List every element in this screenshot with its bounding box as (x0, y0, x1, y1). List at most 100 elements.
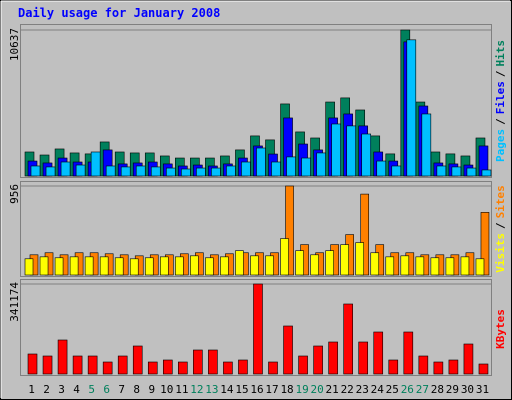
bar (481, 169, 492, 177)
bar (343, 303, 353, 375)
x-tick-label: 10 (160, 383, 173, 396)
x-tick-label: 27 (416, 383, 429, 396)
x-tick-label: 5 (88, 383, 95, 396)
bar (196, 167, 206, 177)
bar (238, 359, 248, 375)
bar (72, 355, 83, 375)
x-tick-label: 15 (235, 383, 248, 396)
bar (211, 167, 221, 177)
x-tick-label: 24 (371, 383, 385, 396)
bar (190, 255, 199, 276)
x-tick-label: 9 (148, 383, 155, 396)
bar (316, 152, 326, 177)
bar (301, 157, 311, 177)
bar (132, 345, 143, 375)
bar (256, 147, 266, 177)
bar (265, 255, 274, 276)
bar (298, 355, 308, 375)
bar (268, 361, 278, 375)
bar (406, 39, 417, 177)
bar (478, 363, 489, 375)
bar (45, 166, 56, 177)
x-tick-label: 2 (43, 383, 50, 396)
x-tick-label: 1 (28, 383, 35, 396)
legend: Visits / Sites (494, 185, 507, 273)
bar (253, 283, 263, 375)
legend-entry: Pages (494, 129, 507, 162)
bar (433, 361, 444, 375)
bar (280, 238, 289, 276)
bar (178, 361, 188, 375)
bar (24, 258, 34, 276)
y-tick-label: 956 (8, 184, 21, 204)
bar (162, 359, 173, 375)
x-tick-label: 25 (386, 383, 399, 396)
bar (385, 256, 395, 276)
bar (403, 331, 414, 375)
bar (144, 257, 154, 276)
bar (114, 257, 124, 276)
x-tick-label: 30 (461, 383, 474, 396)
x-tick-label: 19 (295, 383, 308, 396)
bar (75, 164, 86, 177)
legend-entry: Hits (494, 40, 507, 67)
bar (102, 361, 113, 375)
bar (285, 185, 294, 276)
bar (373, 331, 384, 375)
bar (226, 165, 236, 177)
x-tick-label: 3 (58, 383, 65, 396)
bar (286, 156, 296, 177)
bar (175, 256, 184, 276)
bar (325, 250, 334, 276)
bar (54, 257, 64, 276)
bar (30, 165, 41, 177)
bar (360, 193, 370, 276)
x-tick-label: 29 (446, 383, 459, 396)
x-tick-label: 31 (476, 383, 489, 396)
bar (313, 345, 323, 375)
bar (250, 255, 259, 276)
bar (283, 325, 293, 375)
legend-entry: KBytes (494, 309, 507, 349)
x-tick-label: 11 (175, 383, 188, 396)
x-tick-label: 20 (311, 383, 324, 396)
x-tick-label: 17 (265, 383, 278, 396)
bar (475, 258, 485, 276)
bar (370, 252, 380, 276)
bar (310, 254, 319, 276)
bar (57, 339, 68, 375)
bar (241, 161, 251, 177)
x-tick-label: 13 (205, 383, 218, 396)
legend-entry: Sites (494, 185, 507, 218)
x-tick-label: 22 (341, 383, 354, 396)
x-tick-label: 12 (190, 383, 203, 396)
bar (391, 165, 402, 177)
bar (165, 167, 176, 177)
x-tick-label: 4 (73, 383, 80, 396)
bar (340, 244, 349, 276)
bar (84, 256, 94, 276)
bar (208, 349, 218, 375)
bar (460, 256, 470, 276)
bar (105, 165, 116, 177)
bar (400, 255, 410, 276)
bar (42, 355, 53, 375)
y-tick-label: 341174 (8, 282, 21, 322)
bar (480, 212, 490, 276)
bar (90, 151, 101, 177)
bar (418, 355, 429, 375)
bar (99, 256, 109, 276)
bar (223, 361, 233, 375)
legend-entry: Files (494, 81, 507, 114)
bar (451, 166, 462, 177)
x-tick-label: 26 (401, 383, 414, 396)
x-tick-label: 18 (280, 383, 293, 396)
bar (69, 256, 79, 276)
bar (436, 165, 447, 177)
legend-separator: / (494, 70, 507, 77)
bar (147, 361, 158, 375)
bar (235, 250, 244, 276)
bar (205, 257, 214, 276)
bar (358, 341, 369, 375)
